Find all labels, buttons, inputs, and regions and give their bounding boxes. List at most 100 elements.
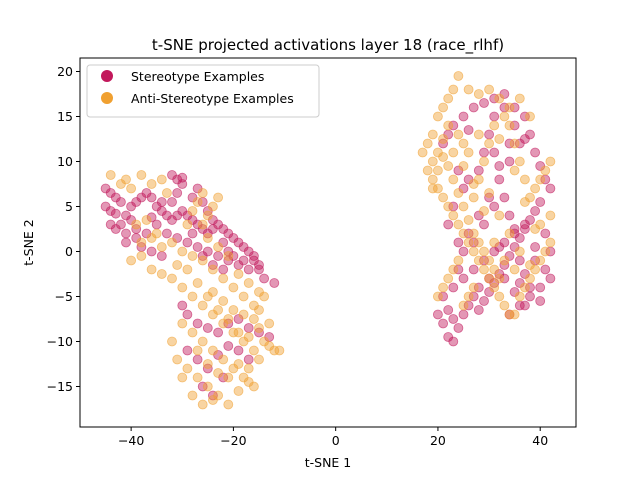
- data-point: [172, 174, 183, 185]
- y-tick-label: 5: [65, 199, 73, 214]
- x-tick-label: 20: [430, 433, 446, 448]
- data-point: [499, 273, 510, 284]
- data-point: [131, 219, 142, 230]
- data-point: [110, 208, 121, 219]
- data-point: [202, 323, 213, 333]
- data-point: [448, 210, 459, 221]
- data-point: [228, 327, 239, 338]
- data-point: [525, 260, 535, 270]
- data-point: [438, 102, 449, 113]
- y-tick-label: 10: [57, 154, 73, 169]
- data-point: [448, 147, 459, 158]
- data-point: [438, 152, 449, 162]
- data-point: [422, 165, 433, 176]
- data-point: [233, 359, 244, 369]
- data-point: [254, 354, 264, 365]
- data-point: [479, 296, 489, 306]
- data-point: [458, 111, 469, 122]
- data-point: [453, 188, 464, 198]
- data-point: [494, 134, 505, 144]
- data-point: [432, 183, 443, 194]
- data-point: [177, 246, 188, 257]
- data-point: [535, 174, 546, 185]
- data-point: [468, 264, 479, 275]
- data-point: [530, 224, 540, 234]
- data-point: [545, 156, 556, 167]
- series-0: [100, 89, 556, 401]
- y-axis-label: t-SNE 2: [21, 219, 36, 266]
- data-point: [494, 291, 505, 302]
- data-point: [223, 314, 234, 324]
- data-point: [197, 381, 208, 392]
- data-point: [207, 201, 218, 212]
- legend-box: [86, 64, 320, 118]
- data-point: [126, 183, 137, 194]
- x-tick-label: 0: [332, 433, 340, 448]
- data-point: [248, 251, 259, 261]
- data-point: [514, 93, 525, 104]
- data-point: [463, 291, 474, 302]
- data-point: [438, 192, 449, 203]
- x-axis: −40 −20 0 20 40: [118, 427, 548, 448]
- data-point: [177, 282, 188, 293]
- data-point: [223, 399, 234, 410]
- data-point: [458, 246, 469, 257]
- data-point: [213, 327, 224, 338]
- data-point: [146, 179, 157, 189]
- data-point: [254, 323, 264, 333]
- data-point: [254, 287, 264, 297]
- data-point: [448, 336, 459, 347]
- data-point: [545, 273, 556, 284]
- chart-title: t-SNE projected activations layer 18 (ra…: [152, 36, 504, 55]
- data-point: [213, 192, 224, 203]
- y-tick-label: −15: [47, 379, 73, 394]
- data-point: [545, 237, 556, 248]
- data-point: [468, 179, 479, 189]
- legend-marker-anti-stereotype: [101, 92, 113, 104]
- data-point: [432, 111, 443, 122]
- data-point: [473, 282, 484, 293]
- data-point: [443, 219, 454, 230]
- data-point: [223, 341, 234, 351]
- data-point: [427, 183, 438, 194]
- data-point: [228, 305, 239, 315]
- data-point: [156, 242, 167, 252]
- data-point: [499, 111, 510, 122]
- data-point: [192, 318, 203, 329]
- data-point: [458, 300, 469, 311]
- data-point: [172, 260, 183, 270]
- plot-frame: [79, 57, 577, 428]
- data-point: [520, 282, 530, 293]
- data-point: [453, 237, 464, 248]
- data-point: [172, 354, 183, 365]
- data-point: [417, 147, 428, 158]
- data-point: [514, 255, 525, 266]
- data-point: [422, 138, 433, 149]
- data-point: [207, 395, 218, 405]
- data-point: [438, 282, 449, 293]
- data-point: [479, 147, 489, 158]
- data-point: [504, 138, 515, 149]
- data-point: [136, 170, 147, 180]
- data-point: [530, 183, 540, 194]
- data-point: [182, 345, 193, 356]
- data-point: [218, 296, 229, 306]
- data-point: [525, 291, 535, 302]
- data-point: [504, 156, 515, 167]
- data-point: [269, 278, 280, 288]
- data-point: [484, 273, 495, 284]
- data-point: [463, 215, 474, 225]
- data-point: [535, 296, 546, 306]
- data-point: [453, 323, 464, 333]
- data-point: [167, 237, 177, 248]
- data-point: [509, 264, 520, 275]
- legend-label-anti-stereotype: Anti-Stereotype Examples: [131, 91, 294, 106]
- data-point: [187, 390, 198, 401]
- data-point: [489, 201, 500, 212]
- x-axis-label: t-SNE 1: [305, 455, 352, 470]
- data-point: [479, 264, 489, 275]
- data-point: [453, 129, 464, 140]
- data-point: [427, 174, 438, 185]
- data-point: [499, 192, 510, 203]
- data-point: [494, 210, 505, 221]
